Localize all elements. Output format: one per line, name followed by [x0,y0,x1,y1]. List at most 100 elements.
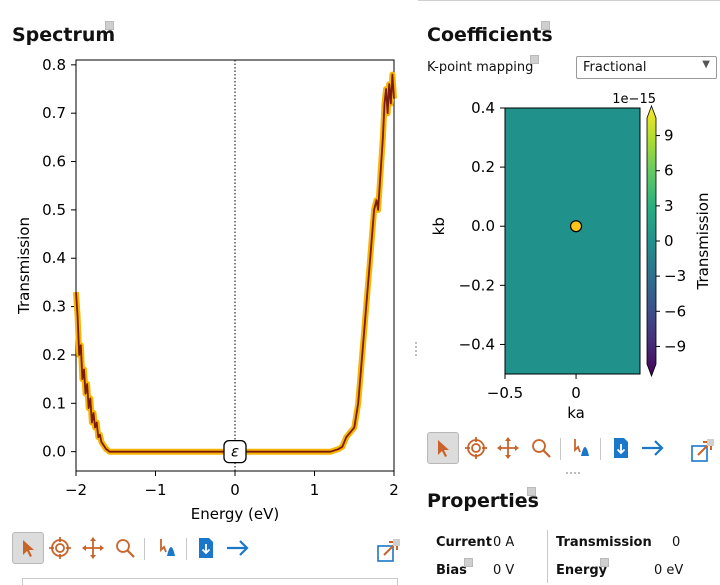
move-arrows-icon [497,437,519,459]
pointer-icon [438,440,449,457]
colorbar-offset-label: 1e−15 [612,92,656,107]
y-tick-label: 0.0 [471,217,495,235]
current-value: 0 A [493,535,515,550]
energy-help-icon[interactable] [600,558,609,567]
spectrum-zoom-button[interactable] [109,532,141,564]
colorbar-tick-label: 6 [664,162,674,180]
x-tick-label: −1 [144,481,166,499]
spectrum-save-button[interactable] [190,532,222,564]
kpoint-mapping-select[interactable]: Fractional ▼ [576,56,717,79]
y-tick-label: 0.2 [42,346,66,364]
y-tick-label: 0.1 [42,394,66,412]
coefficients-title: Coefficients [427,24,553,46]
kpoint-mapping-label: K-point mapping [427,60,534,75]
spectrum-plot-area [75,59,395,472]
toolbar-divider [186,538,187,560]
coef-next-button[interactable] [637,432,669,464]
bias-help-icon[interactable] [464,558,473,567]
download-file-icon [199,538,213,558]
spectrum-help-icon[interactable] [105,21,114,30]
kpoint-help-icon[interactable] [530,55,539,64]
chevron-down-icon: ▼ [702,59,710,70]
properties-title: Properties [427,490,539,512]
top-divider [418,0,720,1]
y-tick-label: 0.7 [42,104,66,122]
spectrum-popout-button[interactable] [372,535,404,567]
colorbar-tick-label: −9 [664,337,686,355]
download-file-icon [614,438,628,458]
x-axis-label: ka [567,404,585,422]
y-tick-label: −0.2 [459,276,495,294]
bias-value: 0 V [493,563,515,578]
crosshair-icon [465,437,487,459]
energy-value: 0 eV [654,563,684,578]
coef-pointer-button[interactable] [427,432,459,464]
colorbar-tick-label: 9 [664,127,674,145]
x-tick-label: 0 [571,384,581,402]
coef-zoom-button[interactable] [525,432,557,464]
magnifier-icon [116,539,135,558]
energy-marker-box [223,440,247,464]
hover-inspect-icon [160,539,175,556]
coefficients-chart[interactable]: −0.5 0 −0.4 −0.2 0.0 0.2 0.4 ka kb 9 6 3 0 −3 −6 −9 1e−1… [420,86,720,426]
coef-pan-button[interactable] [492,432,524,464]
y-tick-label: 0.6 [42,153,66,171]
y-tick-label: 0.0 [42,443,66,461]
spectrum-next-button[interactable] [222,532,254,564]
splitter-handle[interactable] [415,342,419,356]
pointer-icon [23,540,34,557]
toolbar-divider [560,438,561,460]
spectrum-pan-button[interactable] [77,532,109,564]
y-axis-label: Transmission [15,217,33,315]
properties-help-icon[interactable] [527,487,536,496]
x-tick-label: 1 [310,481,320,499]
spectrum-table-header [22,578,398,585]
y-tick-label: 0.8 [42,56,66,74]
colorbar-tick-label: −6 [664,302,686,320]
colorbar [646,104,657,378]
energy-marker-label: ε [231,443,239,461]
spectrum-title: Spectrum [12,24,116,46]
x-axis-label: Energy (eV) [191,505,279,523]
spectrum-target-button[interactable] [44,532,76,564]
colorbar-tick-label: 3 [664,197,674,215]
crosshair-icon [49,537,71,559]
spectrum-hover-button[interactable] [151,532,183,564]
transmission-label: Transmission [556,535,652,550]
kpoint-marker [569,220,583,233]
coef-popout-button[interactable] [686,435,718,467]
transmission-curve [75,73,395,453]
x-tick-label: 2 [389,481,399,499]
coef-target-button[interactable] [460,432,492,464]
colorbar-tick-label: −3 [664,267,686,285]
toolbar-divider [600,438,601,460]
move-arrows-icon [82,537,104,559]
coef-save-button[interactable] [605,432,637,464]
y-tick-label: 0.4 [471,99,495,117]
popout-icon [377,539,400,562]
x-tick-label: −2 [65,481,87,499]
y-tick-label: 0.4 [42,249,66,267]
splitter-handle[interactable] [566,472,580,476]
colorbar-label: Transmission [694,193,712,291]
x-tick-label: −0.5 [487,384,523,402]
hover-inspect-icon [574,439,589,456]
energy-label: Energy [556,563,608,578]
y-tick-label: −0.4 [459,335,495,353]
arrow-right-icon [642,440,664,456]
y-tick-label: 0.2 [471,158,495,176]
popout-icon [691,439,714,462]
y-tick-label: 0.5 [42,201,66,219]
current-label: Current [436,535,492,550]
colorbar-tick-label: 0 [664,232,674,250]
arrow-right-icon [227,540,249,556]
coefficients-help-icon[interactable] [541,21,550,30]
bias-label: Bias [436,563,467,578]
heatmap-area [504,107,641,375]
spectrum-pointer-button[interactable] [12,532,44,564]
transmission-value: 0 [672,535,681,550]
spectrum-chart[interactable]: −2 −1 0 1 2 0.0 0.1 0.2 0.3 0.4 0.5 0.6 0.7 0.8 Energy… [0,52,410,524]
coef-hover-button[interactable] [565,432,597,464]
x-tick-label: 0 [230,481,240,499]
properties-divider [547,530,548,583]
